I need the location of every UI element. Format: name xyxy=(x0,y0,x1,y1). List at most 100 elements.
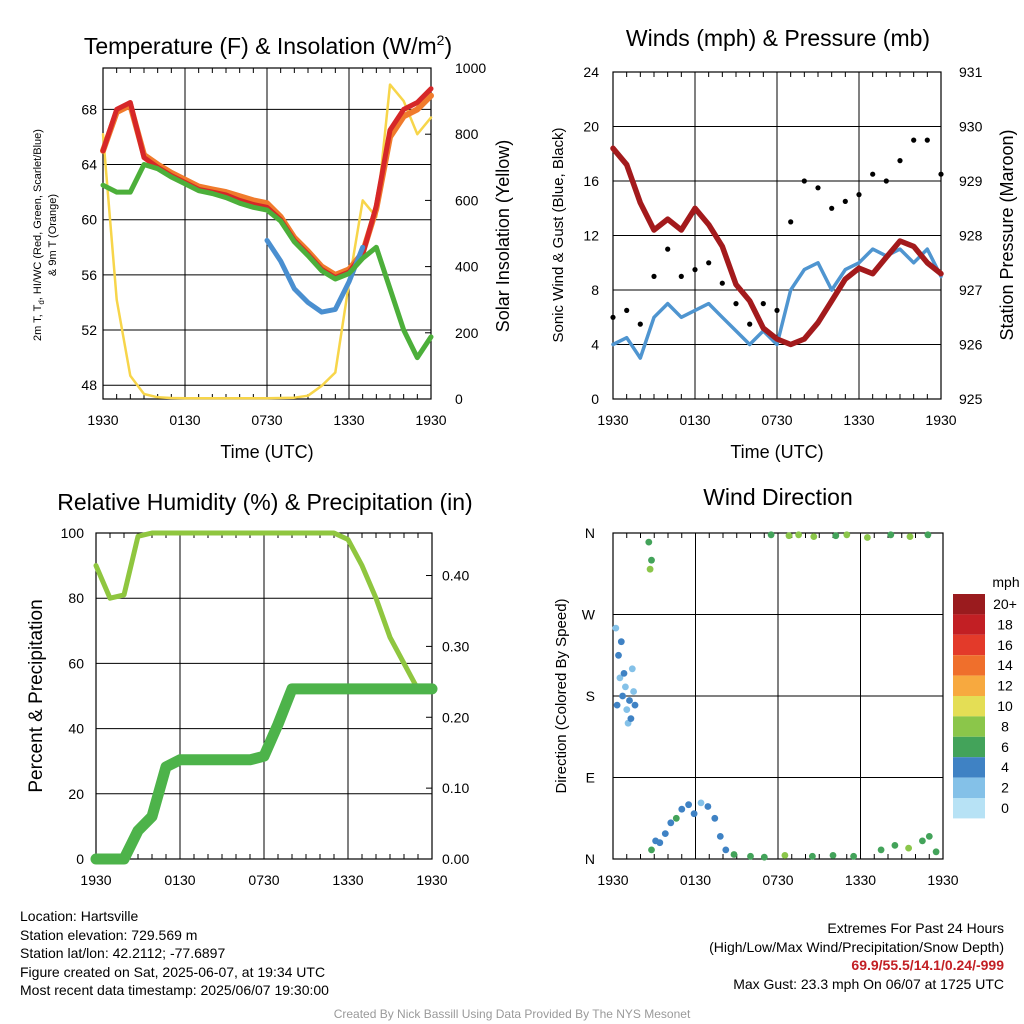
rh-left-tick-label: 80 xyxy=(68,590,84,606)
direction-point xyxy=(919,837,926,845)
gust-point xyxy=(911,137,917,143)
precip-tick-label: 0.40 xyxy=(442,568,469,584)
rh-left-tick-label: 40 xyxy=(68,721,84,737)
rh-left-tick-label: 0 xyxy=(76,851,84,867)
direction-point xyxy=(747,852,754,860)
direction-point xyxy=(767,531,775,539)
temperature-left-tick-label: 56 xyxy=(81,267,97,283)
pressure-tick-label: 929 xyxy=(959,173,983,189)
colorbar-swatch xyxy=(953,757,985,778)
direction-tick-label: S xyxy=(586,688,595,704)
direction-point xyxy=(730,851,738,858)
gust-point xyxy=(665,246,671,252)
direction-point xyxy=(667,819,675,827)
gust-point xyxy=(801,178,807,184)
insolation-tick-label: 800 xyxy=(455,126,479,142)
gust-point xyxy=(897,158,903,164)
gust-point xyxy=(883,178,889,184)
gust-point xyxy=(733,301,739,307)
rh-left-axis-label: Percent & Precipitation xyxy=(26,599,47,792)
created-text: Figure created on Sat, 2025-06-07, at 19… xyxy=(20,963,326,980)
direction-point xyxy=(626,697,633,704)
heat-index-wc-line xyxy=(264,237,366,315)
gust-point xyxy=(815,185,821,191)
direction-tick-label: E xyxy=(586,770,595,786)
precip-line xyxy=(90,683,438,865)
wind-left-tick-label: 12 xyxy=(583,228,599,244)
direction-point xyxy=(932,848,940,856)
direction-point xyxy=(622,683,629,691)
wind-left-axis-label: Sonic Wind & Gust (Blue, Black) xyxy=(550,127,567,342)
direction-point xyxy=(656,839,664,847)
gust-point xyxy=(938,171,944,177)
colorbar-swatch xyxy=(953,716,985,737)
direction-point xyxy=(697,799,705,807)
direction-point xyxy=(864,534,871,541)
direction-point xyxy=(924,531,932,539)
pressure-tick-label: 926 xyxy=(959,337,983,353)
direction-point xyxy=(685,801,692,809)
gust-point xyxy=(774,307,780,313)
direction-point xyxy=(711,814,719,822)
direction-point xyxy=(619,692,626,700)
direction-point xyxy=(646,565,654,573)
rh-precip-panel: Relative Humidity (%) & Precipitation (i… xyxy=(26,489,473,888)
direction-title: Wind Direction xyxy=(703,484,853,510)
gust-point xyxy=(870,171,876,177)
rh-x-tick-label: 1930 xyxy=(80,872,111,888)
temperature-x-tick-label: 1930 xyxy=(87,412,118,428)
pressure-tick-label: 928 xyxy=(959,228,983,244)
direction-point xyxy=(925,833,933,840)
direction-point xyxy=(795,531,802,539)
gust-point xyxy=(610,314,616,320)
pressure-tick-label: 930 xyxy=(959,119,983,135)
wind-x-axis-label: Time (UTC) xyxy=(730,442,823,462)
temperature-x-tick-label: 1330 xyxy=(333,412,364,428)
rh-x-tick-label: 1330 xyxy=(332,872,363,888)
temperature-left-axis-label-line1: 2m T, Td, HI/WC (Red, Green, Scarlet/Blu… xyxy=(32,129,46,341)
direction-point xyxy=(891,842,899,849)
direction-point xyxy=(648,846,655,854)
gust-point xyxy=(678,273,684,279)
gust-point xyxy=(842,198,848,204)
insolation-tick-label: 1000 xyxy=(455,60,486,76)
wind-left-tick-label: 8 xyxy=(591,282,599,298)
precip-tick-label: 0.10 xyxy=(442,780,469,796)
direction-point xyxy=(704,803,712,810)
direction-point xyxy=(905,844,912,852)
recent-data-text: Most recent data timestamp: 2025/06/07 1… xyxy=(20,982,329,998)
colorbar-swatch xyxy=(953,798,985,819)
wind-left-tick-label: 20 xyxy=(583,119,599,135)
gust-point xyxy=(788,219,794,225)
direction-point xyxy=(661,830,669,837)
pressure-tick-label: 931 xyxy=(959,64,983,80)
temperature-x-axis-label: Time (UTC) xyxy=(220,442,313,462)
colorbar-swatch xyxy=(953,655,985,676)
pressure-tick-label: 927 xyxy=(959,282,983,298)
direction-point xyxy=(672,814,680,822)
temperature-x-tick-label: 0130 xyxy=(169,412,200,428)
dewpoint-line xyxy=(100,162,434,361)
direction-point xyxy=(615,651,622,659)
direction-x-tick-label: 0130 xyxy=(680,872,711,888)
colorbar-swatch xyxy=(953,614,985,635)
colorbar-label: 14 xyxy=(997,657,1013,673)
direction-point xyxy=(627,715,635,722)
wind-x-tick-label: 1930 xyxy=(925,412,956,428)
gust-point xyxy=(760,301,766,307)
direction-point xyxy=(613,701,621,709)
colorbar-label: 6 xyxy=(1001,739,1009,755)
colorbar-label: 18 xyxy=(997,616,1013,632)
direction-point xyxy=(810,533,818,540)
gust-point xyxy=(829,205,835,211)
max-gust-text: Max Gust: 23.3 mph On 06/07 at 1725 UTC xyxy=(733,975,1004,992)
direction-point xyxy=(829,852,837,859)
direction-point xyxy=(877,846,885,854)
precip-tick-label: 0.00 xyxy=(442,851,469,867)
direction-point xyxy=(678,805,686,813)
direction-axis-label: Direction (Colored By Speed) xyxy=(553,598,570,793)
direction-tick-label: N xyxy=(585,851,595,867)
pressure-line xyxy=(610,145,944,348)
direction-point xyxy=(612,624,620,632)
colorbar-label: 16 xyxy=(997,637,1013,653)
